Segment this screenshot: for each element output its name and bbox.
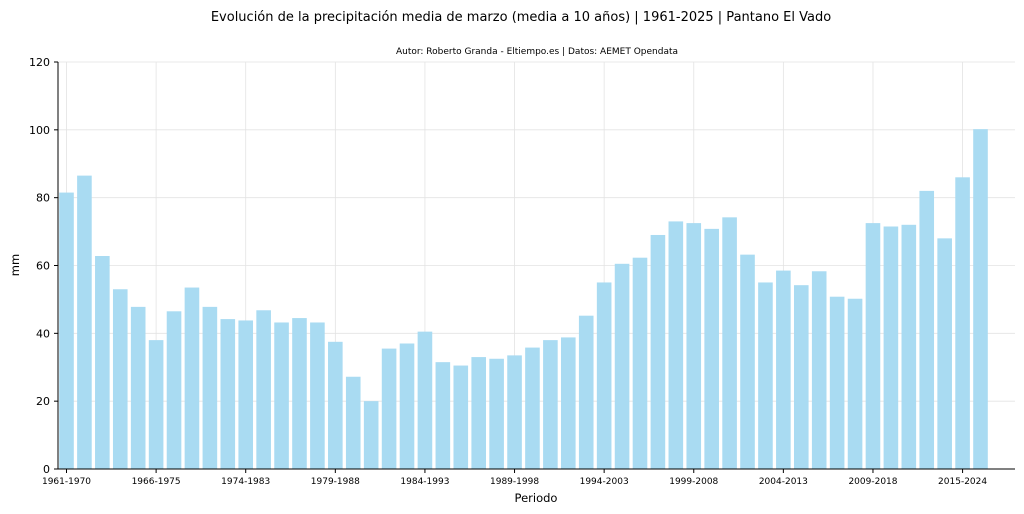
bar <box>543 340 558 469</box>
bar <box>614 263 630 469</box>
bar <box>793 285 809 469</box>
x-tick-label: 1994-2003 <box>580 477 629 487</box>
x-tick-label: 1974-1983 <box>221 477 270 487</box>
bar <box>59 192 74 469</box>
bar <box>578 315 594 469</box>
bar <box>686 223 702 469</box>
bar <box>955 177 970 470</box>
bar <box>471 357 486 469</box>
bar <box>525 347 540 469</box>
y-tick-label: 100 <box>29 124 50 137</box>
y-tick-label: 0 <box>43 463 50 476</box>
x-tick-label: 1989-1998 <box>490 477 539 487</box>
chart-subtitle: Autor: Roberto Granda - Eltiempo.es | Da… <box>396 47 678 57</box>
y-tick-label: 20 <box>36 395 50 408</box>
y-tick-label: 40 <box>36 327 50 340</box>
bar <box>310 322 325 469</box>
bar <box>292 318 307 469</box>
bar <box>561 337 576 469</box>
bar <box>166 311 182 469</box>
bar <box>130 306 146 469</box>
x-ticks: 1961-1970 1966-1975 1974-1983 1979-1988 1984… <box>42 469 987 487</box>
bar <box>435 362 451 469</box>
bar <box>847 298 863 469</box>
bar <box>274 322 289 469</box>
bar <box>417 331 433 469</box>
bar <box>740 254 755 469</box>
bar <box>722 217 737 469</box>
x-tick-label: 2015-2024 <box>938 477 987 487</box>
bar <box>95 256 110 469</box>
bar <box>77 175 92 469</box>
bar <box>112 289 128 469</box>
bar <box>865 223 881 469</box>
bar <box>973 129 988 469</box>
bar <box>937 238 952 469</box>
bar <box>776 270 791 469</box>
bar <box>184 287 200 469</box>
y-ticks: 0 20 40 60 80 100 120 <box>29 56 58 476</box>
y-tick-label: 80 <box>36 192 50 205</box>
x-tick-label: 1961-1970 <box>42 477 91 487</box>
bar <box>829 296 845 469</box>
bar <box>919 190 935 469</box>
y-tick-label: 60 <box>36 260 50 273</box>
bar <box>632 257 648 469</box>
bar <box>238 320 254 469</box>
bar <box>363 401 379 469</box>
bar <box>220 319 236 469</box>
bar <box>399 343 415 469</box>
bar <box>345 376 361 469</box>
bar <box>596 282 612 469</box>
x-tick-label: 2004-2013 <box>759 477 808 487</box>
x-tick-label: 1999-2008 <box>669 477 718 487</box>
x-tick-label: 1984-1993 <box>400 477 449 487</box>
bar <box>811 271 827 469</box>
x-axis-label: Periodo <box>515 491 558 505</box>
bar <box>650 234 666 469</box>
bar <box>489 358 504 469</box>
bar <box>704 228 719 469</box>
bar <box>328 341 343 469</box>
bar <box>883 226 899 469</box>
bar <box>256 310 271 469</box>
y-tick-label: 120 <box>29 56 50 69</box>
bar <box>453 365 469 469</box>
bar <box>668 221 684 469</box>
bar <box>148 340 164 469</box>
bar <box>507 355 522 469</box>
bars <box>59 129 988 470</box>
bar <box>901 224 917 469</box>
x-tick-label: 1966-1975 <box>132 477 181 487</box>
bar <box>202 306 218 469</box>
bar <box>758 282 773 469</box>
bar <box>381 348 397 469</box>
y-axis-label: mm <box>8 254 22 276</box>
chart-title: Evolución de la precipitación media de m… <box>211 10 831 25</box>
x-tick-label: 2009-2018 <box>848 477 897 487</box>
x-tick-label: 1979-1988 <box>311 477 360 487</box>
